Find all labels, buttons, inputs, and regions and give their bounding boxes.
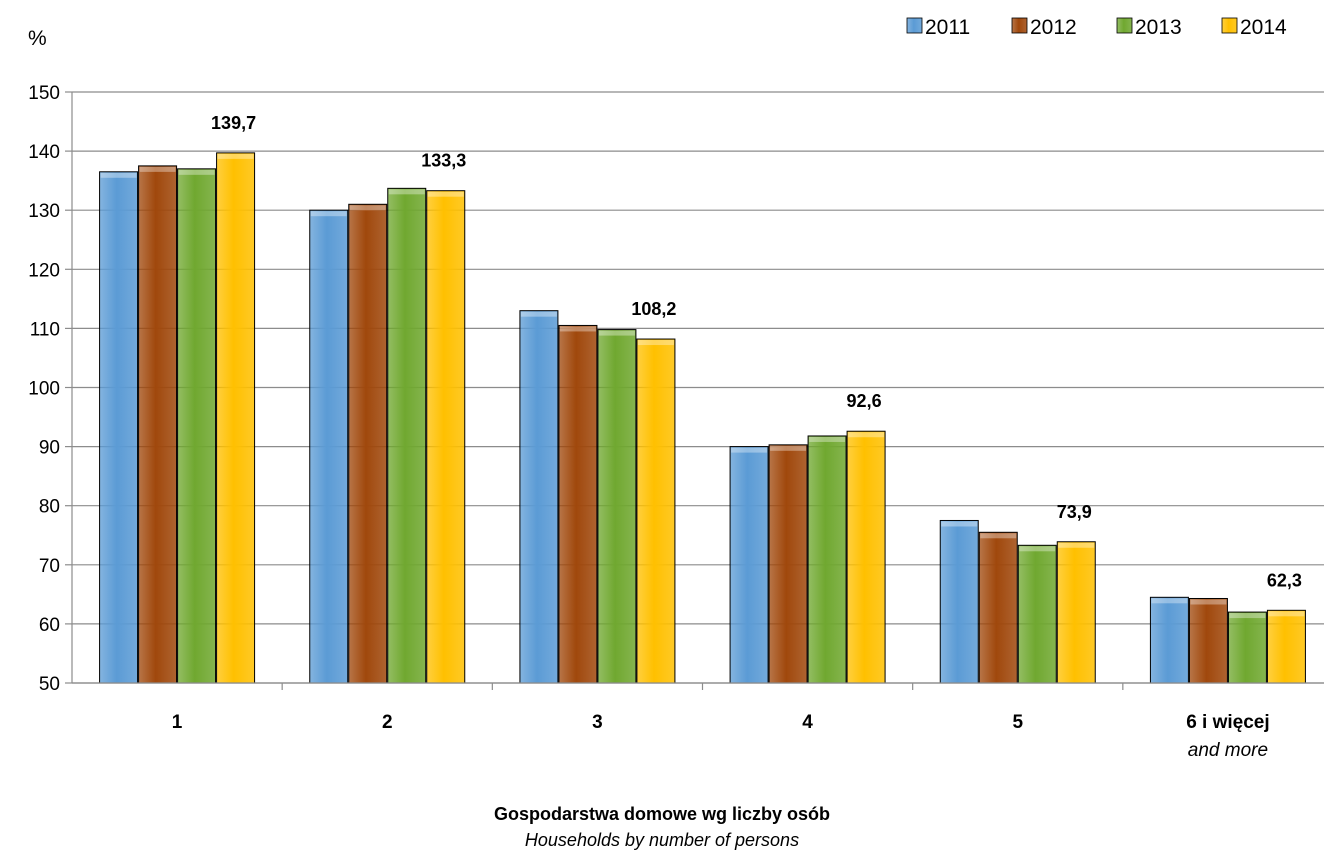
bar-highlight bbox=[349, 205, 386, 211]
x-tick-label: 4 bbox=[802, 712, 813, 733]
x-tick-label: 2 bbox=[382, 712, 393, 733]
x-tick-label: 6 i więcej bbox=[1186, 712, 1269, 733]
y-tick-label: 140 bbox=[28, 142, 60, 163]
bar-2014-cat-3 bbox=[636, 338, 676, 684]
legend-swatch-2012 bbox=[1011, 17, 1028, 34]
bar-highlight bbox=[598, 330, 635, 336]
data-label: 92,6 bbox=[847, 391, 882, 411]
bar-2011-cat-3 bbox=[519, 310, 559, 684]
data-label: 73,9 bbox=[1057, 502, 1092, 522]
x-axis-subtitle: Households by number of persons bbox=[525, 830, 799, 850]
x-tick-sublabel: and more bbox=[1188, 740, 1268, 761]
bar-2013-cat-3 bbox=[597, 329, 637, 684]
bar-2014-cat-5 bbox=[1056, 541, 1096, 684]
data-label: 139,7 bbox=[211, 113, 256, 133]
bar-2013-cat-4 bbox=[807, 435, 847, 684]
y-tick-label: 60 bbox=[39, 615, 60, 636]
legend-swatch-2014 bbox=[1221, 17, 1238, 34]
bar-highlight bbox=[1268, 611, 1305, 617]
y-tick-label: 50 bbox=[39, 674, 60, 695]
x-tick-label: 5 bbox=[1012, 712, 1023, 733]
bar-2011-cat-1 bbox=[99, 171, 139, 684]
bar-highlight bbox=[1229, 613, 1266, 619]
bar-2012-cat-4 bbox=[768, 444, 808, 684]
bar-highlight bbox=[1190, 599, 1227, 605]
y-tick-label: 90 bbox=[39, 438, 60, 459]
bar-2011-cat-4 bbox=[729, 446, 769, 684]
bar-2014-cat-2 bbox=[426, 190, 466, 684]
data-labels: 139,7 133,3 108,2 92,6 73,9 62,3 bbox=[211, 113, 1302, 590]
legend-label: 2011 bbox=[925, 16, 970, 39]
bar-highlight bbox=[941, 521, 978, 527]
bar-highlight bbox=[637, 340, 674, 346]
bar-highlight bbox=[731, 447, 768, 453]
bar-2014-cat-4 bbox=[846, 430, 886, 684]
bar-2013-cat-1 bbox=[177, 168, 217, 684]
bar-highlight bbox=[388, 189, 425, 195]
legend-swatch-2013 bbox=[1116, 17, 1133, 34]
bar-highlight bbox=[178, 169, 215, 175]
legend-label: 2013 bbox=[1135, 16, 1182, 39]
bar-highlight bbox=[100, 172, 137, 178]
bar-highlight bbox=[139, 166, 176, 172]
bar-2011-cat-5 bbox=[939, 519, 979, 684]
bar-2011-cat-2 bbox=[309, 209, 349, 684]
x-axis-title: Gospodarstwa domowe wg liczby osób bbox=[494, 804, 830, 824]
bar-highlight bbox=[310, 211, 347, 217]
bar-highlight bbox=[980, 533, 1017, 539]
y-tick-label: 100 bbox=[28, 379, 60, 400]
bar-2013-cat-5 bbox=[1017, 544, 1057, 684]
gridlines bbox=[72, 91, 1324, 684]
legend-label: 2012 bbox=[1030, 16, 1077, 39]
bar-highlight bbox=[848, 432, 885, 438]
bar-2013-cat-6 bbox=[1227, 611, 1267, 684]
bars bbox=[99, 152, 1306, 684]
bar-2012-cat-6 bbox=[1188, 597, 1228, 684]
bar-highlight bbox=[217, 153, 254, 159]
bar-2014-cat-6 bbox=[1266, 609, 1306, 684]
bar-highlight bbox=[770, 445, 807, 451]
bar-2012-cat-3 bbox=[558, 324, 598, 684]
y-tick-label: 80 bbox=[39, 497, 60, 518]
y-tick-label: 110 bbox=[30, 319, 60, 340]
y-tick-label: 70 bbox=[39, 556, 60, 577]
y-tick-label: 120 bbox=[28, 260, 60, 281]
x-tick-label: 3 bbox=[592, 712, 603, 733]
axes: % 50 60 70 80 90 100 110 120 130 140 150 1 2 3 4 5 6 i w… bbox=[28, 27, 1324, 761]
x-tick-label: 1 bbox=[172, 712, 183, 733]
y-axis-unit-label: % bbox=[28, 27, 47, 50]
bar-2014-cat-1 bbox=[216, 152, 256, 684]
data-label: 62,3 bbox=[1267, 570, 1302, 590]
data-label: 108,2 bbox=[631, 299, 676, 319]
bar-2011-cat-6 bbox=[1149, 596, 1189, 684]
bar-highlight bbox=[809, 436, 846, 442]
bar-highlight bbox=[1019, 546, 1056, 552]
bar-2012-cat-5 bbox=[978, 531, 1018, 684]
y-tick-label: 130 bbox=[28, 201, 60, 222]
bar-highlight bbox=[1151, 598, 1188, 604]
bar-2012-cat-2 bbox=[348, 203, 388, 684]
y-tick-label: 150 bbox=[28, 83, 60, 104]
data-label: 133,3 bbox=[421, 151, 466, 171]
bar-2012-cat-1 bbox=[138, 165, 178, 684]
bar-highlight bbox=[1058, 542, 1095, 548]
bar-highlight bbox=[520, 311, 557, 317]
bar-2013-cat-2 bbox=[387, 187, 427, 684]
legend-swatch-2011 bbox=[906, 17, 923, 34]
legend-label: 2014 bbox=[1240, 16, 1287, 39]
bar-highlight bbox=[559, 326, 596, 332]
legend: 2011 2012 2013 2014 bbox=[906, 16, 1287, 39]
bar-highlight bbox=[427, 191, 464, 197]
